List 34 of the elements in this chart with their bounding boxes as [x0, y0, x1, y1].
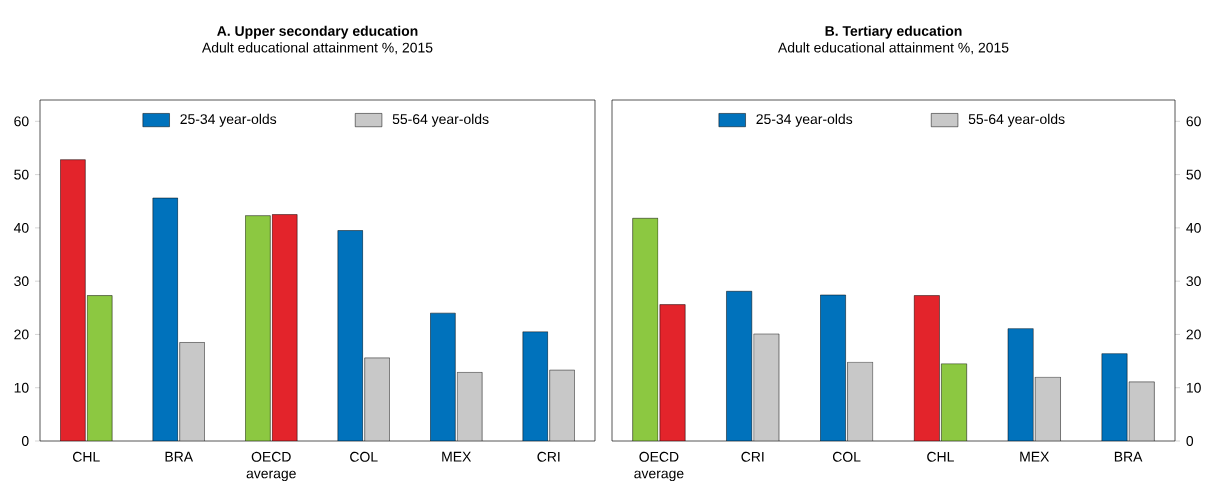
y-tick-label: 0: [21, 436, 29, 446]
y-tick-label: 50: [14, 169, 29, 180]
x-tick-label: CRI: [537, 451, 560, 462]
legend-label: 55-64 year-olds: [968, 113, 1065, 127]
y-tick-label: 10: [14, 382, 29, 393]
y-tick-label: 30: [1186, 276, 1201, 287]
y-tick-label: 40: [13, 222, 29, 233]
x-tick-label: COL: [832, 451, 861, 462]
x-tick-label: CRI: [741, 451, 764, 462]
legend-label: 25-34 year-olds: [756, 113, 853, 127]
x-tick-label: MEX: [1020, 451, 1050, 462]
x-tick-label: BRA: [165, 451, 194, 462]
chart-title: B. Tertiary education: [825, 25, 962, 39]
x-tick-label: OECD average: [246, 451, 296, 482]
y-tick-label: 30: [14, 276, 29, 287]
chart-subtitle: Adult educational attainment %, 2015: [201, 42, 433, 55]
legend-label: 55-64 year-olds: [392, 113, 489, 127]
chart-subtitle: Adult educational attainment %, 2015: [778, 42, 1009, 55]
x-tick-label: BRA: [1114, 451, 1143, 462]
y-tick-label: 50: [1186, 169, 1201, 180]
y-tick-label: 60: [1186, 116, 1201, 127]
chart-title: A. Upper secondary education: [217, 25, 418, 39]
x-tick-label: COL: [350, 451, 378, 462]
y-tick-label: 0: [1186, 436, 1194, 446]
x-tick-label: CHL: [927, 451, 954, 462]
y-tick-label: 20: [14, 329, 29, 340]
y-tick-label: 60: [14, 116, 29, 127]
x-tick-label: OECD average: [634, 451, 684, 482]
y-tick-label: 10: [1186, 382, 1201, 393]
y-tick-label: 40: [1186, 222, 1201, 233]
legend-label: 25-34 year-olds: [180, 113, 277, 127]
x-tick-label: CHL: [73, 451, 100, 462]
x-tick-label: MEX: [442, 451, 472, 462]
y-tick-label: 20: [1186, 329, 1201, 340]
